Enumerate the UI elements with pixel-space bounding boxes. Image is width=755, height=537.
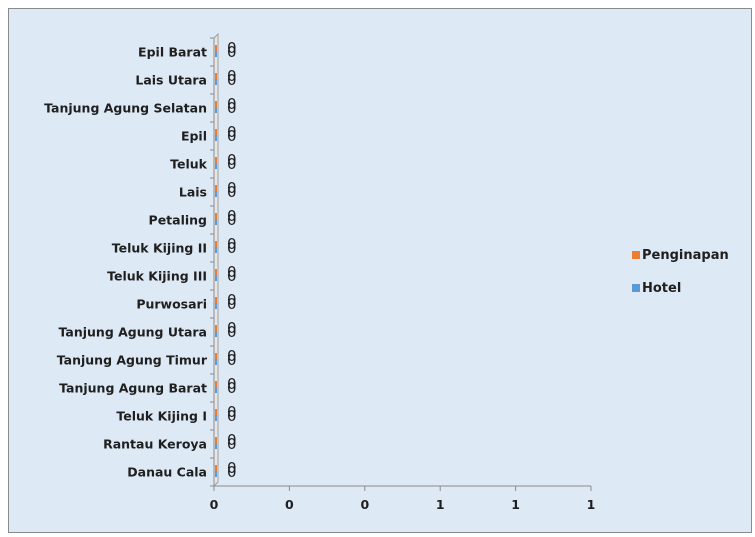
bar-penginapan	[215, 129, 217, 135]
bar-hotel	[215, 415, 217, 421]
category-label: Teluk Kijing III	[107, 269, 207, 284]
data-label: 0	[227, 183, 237, 201]
data-label: 0	[227, 207, 237, 225]
category-label: Epil	[181, 129, 207, 144]
data-label: 0	[227, 263, 237, 281]
bar-hotel	[215, 107, 217, 113]
bar-hotel	[215, 303, 217, 309]
bar-penginapan	[215, 157, 217, 163]
value-tick-label: 0	[210, 497, 219, 512]
bar-hotel	[215, 247, 217, 253]
bar-penginapan	[215, 409, 217, 415]
data-label: 0	[227, 375, 237, 393]
category-label: Tanjung Agung Selatan	[44, 101, 207, 116]
value-tick-label: 1	[587, 497, 596, 512]
data-label: 0	[227, 239, 237, 257]
bar-hotel	[215, 359, 217, 365]
legend: Penginapan Hotel	[632, 248, 729, 296]
bar-penginapan	[215, 73, 217, 79]
category-label: Teluk	[170, 157, 208, 172]
data-label: 0	[227, 463, 237, 481]
bar-penginapan	[215, 101, 217, 107]
data-label: 0	[227, 67, 237, 85]
category-label: Teluk Kijing I	[116, 409, 207, 424]
bar-penginapan	[215, 353, 217, 359]
bar-penginapan	[215, 185, 217, 191]
value-tick-label: 1	[511, 497, 520, 512]
data-label: 0	[227, 379, 237, 397]
data-label: 0	[227, 127, 237, 145]
bar-hotel	[215, 443, 217, 449]
data-label: 0	[227, 71, 237, 89]
data-label: 0	[227, 403, 237, 421]
category-label: Rantau Keroya	[103, 437, 207, 452]
data-label: 0	[227, 99, 237, 117]
bar-penginapan	[215, 297, 217, 303]
data-label: 0	[227, 319, 237, 337]
data-label: 0	[227, 43, 237, 61]
data-label: 0	[227, 39, 237, 57]
value-tick-label: 0	[360, 497, 369, 512]
category-label: Tanjung Agung Barat	[59, 381, 207, 396]
value-tick-label: 0	[285, 497, 294, 512]
data-label: 0	[227, 431, 237, 449]
data-label: 0	[227, 151, 237, 169]
bar-penginapan	[215, 325, 217, 331]
data-label: 0	[227, 155, 237, 173]
data-label: 0	[227, 235, 237, 253]
category-label: Danau Cala	[127, 465, 207, 480]
bar-penginapan	[215, 437, 217, 443]
legend-swatch-penginapan	[632, 251, 640, 259]
data-label: 0	[227, 123, 237, 141]
category-label: Teluk Kijing II	[112, 241, 207, 256]
bar-hotel	[215, 191, 217, 197]
bar-hotel	[215, 275, 217, 281]
bar-hotel	[215, 163, 217, 169]
legend-label-penginapan: Penginapan	[642, 248, 729, 263]
data-label: 0	[227, 295, 237, 313]
data-label: 0	[227, 267, 237, 285]
bar-hotel	[215, 79, 217, 85]
data-label: 0	[227, 95, 237, 113]
legend-swatch-hotel	[632, 284, 640, 292]
data-label: 0	[227, 435, 237, 453]
bar-penginapan	[215, 213, 217, 219]
category-label: Tanjung Agung Utara	[58, 325, 207, 340]
bar-penginapan	[215, 269, 217, 275]
category-label: Purwosari	[136, 297, 207, 312]
data-label: 0	[227, 211, 237, 229]
bar-hotel	[215, 471, 217, 477]
bar-hotel	[215, 219, 217, 225]
bar-penginapan	[215, 45, 217, 51]
legend-label-hotel: Hotel	[642, 281, 681, 296]
bar-hotel	[215, 51, 217, 57]
category-label: Tanjung Agung Timur	[57, 353, 208, 368]
bar-penginapan	[215, 241, 217, 247]
bar-hotel	[215, 135, 217, 141]
data-label: 0	[227, 407, 237, 425]
bar-penginapan	[215, 381, 217, 387]
category-label: Epil Barat	[138, 45, 207, 60]
bar-penginapan	[215, 465, 217, 471]
data-label: 0	[227, 351, 237, 369]
chart-frame: Epil Barat 0 0 Lais Utara 0 0 Tanjung Agung Se…	[8, 8, 752, 533]
data-label: 0	[227, 179, 237, 197]
bar-hotel	[215, 387, 217, 393]
category-label: Petaling	[149, 213, 207, 228]
data-label: 0	[227, 323, 237, 341]
data-label: 0	[227, 347, 237, 365]
data-label: 0	[227, 291, 237, 309]
bar-hotel	[215, 331, 217, 337]
value-tick-label: 1	[436, 497, 445, 512]
category-label: Lais	[179, 185, 207, 200]
data-label: 0	[227, 459, 237, 477]
category-label: Lais Utara	[135, 73, 207, 88]
